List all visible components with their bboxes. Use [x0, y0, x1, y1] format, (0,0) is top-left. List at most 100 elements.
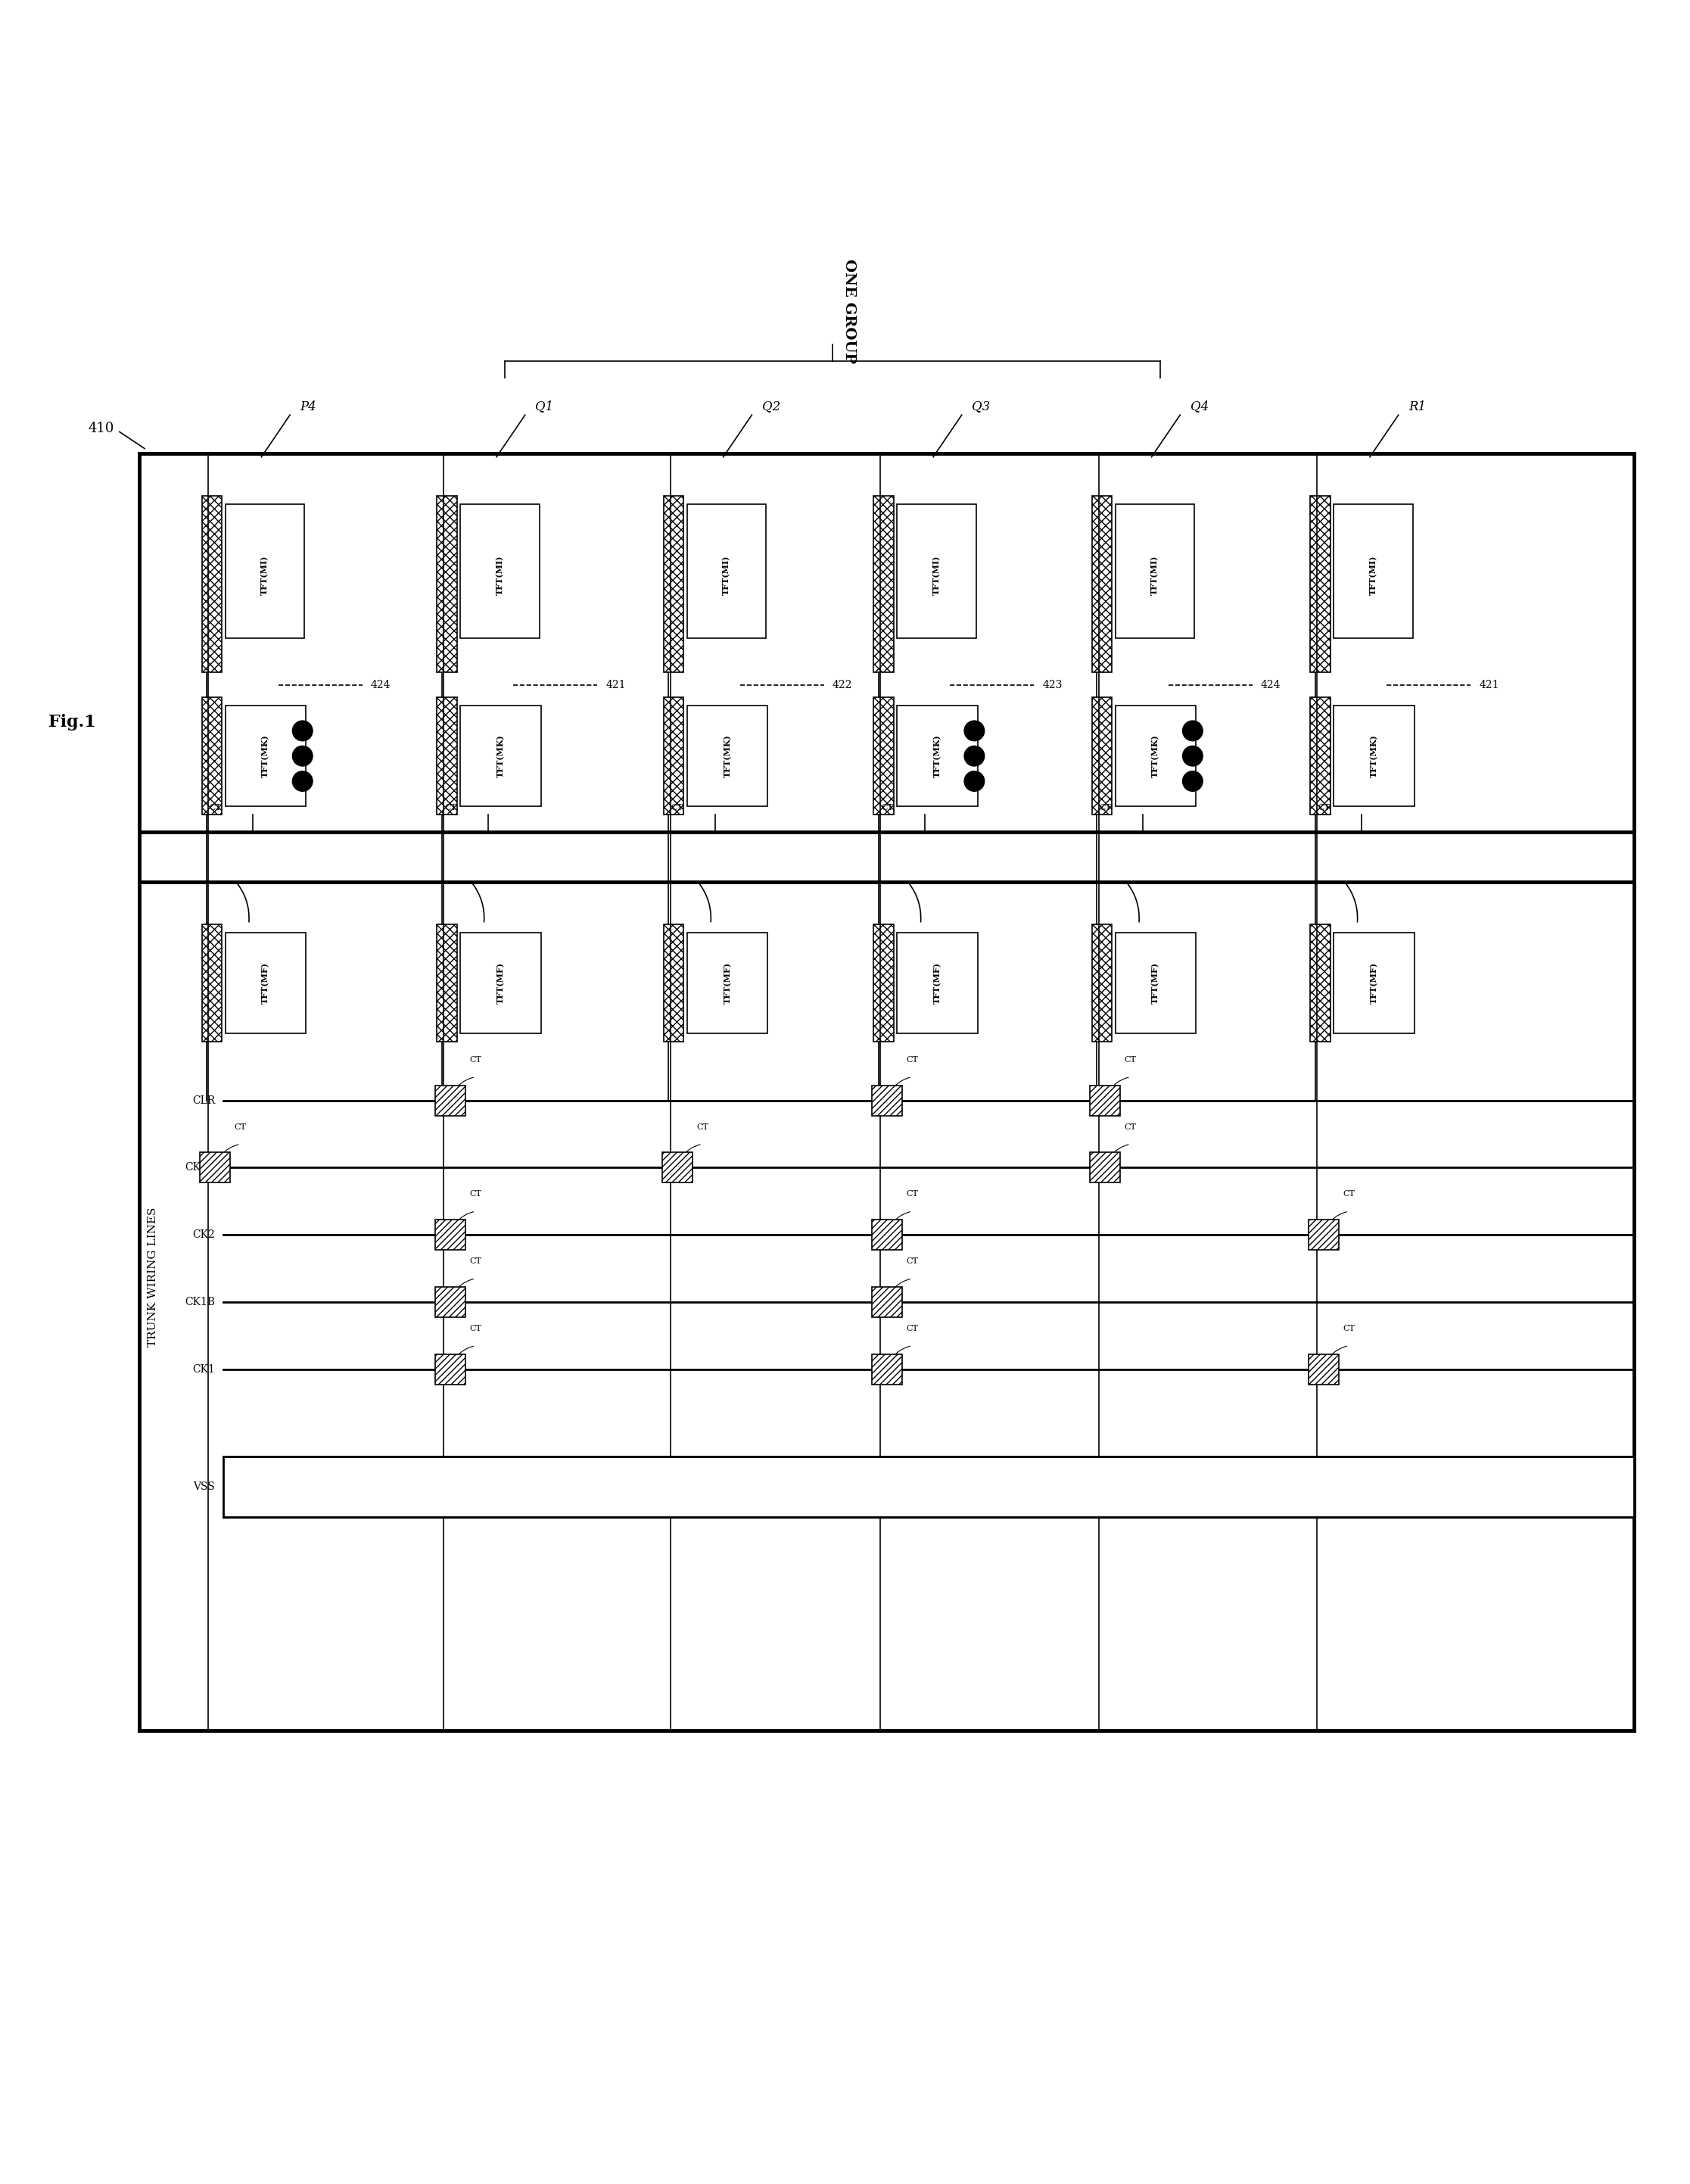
Bar [1115, 933, 1197, 1033]
Bar [223, 1457, 1634, 1518]
Text: TFT(MK): TFT(MK) [497, 734, 505, 778]
Bar [140, 454, 1634, 1730]
Text: CT: CT [1124, 1123, 1136, 1131]
Bar [199, 1153, 230, 1184]
Text: 423: 423 [1043, 679, 1063, 690]
Text: CT: CT [1098, 804, 1112, 812]
Text: TFT(MF): TFT(MF) [1371, 961, 1379, 1005]
Text: TFT(MF): TFT(MF) [1151, 961, 1159, 1005]
Bar [874, 697, 894, 815]
Circle shape [292, 721, 313, 740]
Bar [460, 505, 539, 638]
Bar [1308, 1219, 1338, 1249]
Bar [872, 1219, 902, 1249]
Text: CT: CT [470, 1326, 482, 1332]
Bar [1333, 505, 1413, 638]
Circle shape [1183, 771, 1203, 791]
Bar [897, 933, 979, 1033]
Bar [438, 697, 456, 815]
Bar [201, 496, 221, 673]
Text: CK1B: CK1B [184, 1297, 215, 1308]
Text: 424: 424 [370, 679, 390, 690]
Text: TFT(MI): TFT(MI) [495, 555, 504, 596]
Text: CT: CT [210, 804, 221, 812]
Bar [872, 1085, 902, 1116]
Text: P4: P4 [301, 400, 316, 413]
Bar [201, 697, 221, 815]
Text: CT: CT [1344, 1190, 1355, 1197]
Bar [436, 1085, 465, 1116]
Text: CK1: CK1 [193, 1363, 215, 1374]
Bar [201, 924, 221, 1042]
Bar [225, 505, 304, 638]
Text: TFT(MI): TFT(MI) [1151, 555, 1159, 596]
Text: Q1: Q1 [536, 400, 554, 413]
Bar [664, 697, 684, 815]
Circle shape [965, 771, 984, 791]
Text: TFT(MK): TFT(MK) [1151, 734, 1159, 778]
Text: CT: CT [1124, 1055, 1136, 1064]
Bar [1333, 705, 1415, 806]
Bar [1308, 1354, 1338, 1385]
Bar [872, 1354, 902, 1385]
Bar [664, 496, 684, 673]
Bar [438, 924, 456, 1042]
Text: Q2: Q2 [762, 400, 781, 413]
Text: TFT(MF): TFT(MF) [933, 961, 941, 1005]
Text: CT: CT [470, 1258, 482, 1265]
Text: TFT(MI): TFT(MI) [1369, 555, 1377, 596]
Bar [1115, 705, 1197, 806]
Text: 422: 422 [833, 679, 852, 690]
Bar [1115, 505, 1195, 638]
Text: 410: 410 [88, 422, 115, 435]
Text: TFT(MK): TFT(MK) [262, 734, 270, 778]
Text: 421: 421 [605, 679, 625, 690]
Text: CT: CT [906, 1326, 918, 1332]
Text: TFT(MF): TFT(MF) [497, 961, 505, 1005]
Bar [1092, 496, 1112, 673]
Text: TRUNK WIRING LINES: TRUNK WIRING LINES [147, 1208, 159, 1348]
Text: CT: CT [470, 1190, 482, 1197]
Bar [874, 924, 894, 1042]
Bar [1090, 1085, 1120, 1116]
Bar [1092, 924, 1112, 1042]
Text: TFT(MK): TFT(MK) [933, 734, 941, 778]
Circle shape [965, 747, 984, 767]
Bar [460, 705, 541, 806]
Text: CK2: CK2 [193, 1230, 215, 1241]
Text: CT: CT [470, 1055, 482, 1064]
Text: TFT(MI): TFT(MI) [260, 555, 269, 596]
Text: TFT(MF): TFT(MF) [262, 961, 270, 1005]
Bar [460, 933, 541, 1033]
Bar [662, 1153, 693, 1184]
Bar [688, 505, 766, 638]
Bar [872, 1286, 902, 1317]
Bar [688, 933, 767, 1033]
Bar [897, 705, 979, 806]
Circle shape [1183, 721, 1203, 740]
Text: TFT(MI): TFT(MI) [933, 555, 941, 596]
Circle shape [292, 771, 313, 791]
Bar [688, 705, 767, 806]
Text: TFT(MF): TFT(MF) [723, 961, 732, 1005]
Bar [897, 505, 977, 638]
Bar [1090, 1153, 1120, 1184]
Text: CT: CT [235, 1123, 247, 1131]
Text: CT: CT [906, 1190, 918, 1197]
Text: CT: CT [906, 1258, 918, 1265]
Bar [664, 924, 684, 1042]
Text: 424: 424 [1261, 679, 1281, 690]
Bar [225, 933, 306, 1033]
Bar [436, 1354, 465, 1385]
Bar [1310, 924, 1330, 1042]
Text: 421: 421 [1479, 679, 1499, 690]
Text: Q4: Q4 [1190, 400, 1208, 413]
Circle shape [1183, 747, 1203, 767]
Text: VSS: VSS [193, 1481, 215, 1492]
Bar [1333, 933, 1415, 1033]
Bar [436, 1219, 465, 1249]
Bar [1310, 697, 1330, 815]
Bar [1310, 496, 1330, 673]
Circle shape [292, 747, 313, 767]
Text: Fig.1: Fig.1 [49, 714, 96, 732]
